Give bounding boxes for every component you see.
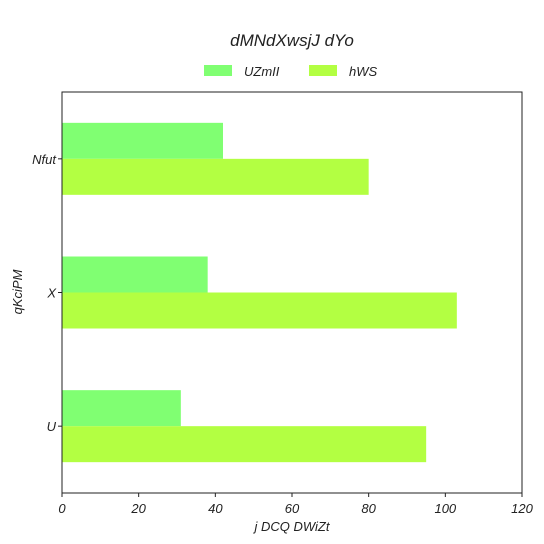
- legend-label-series-1: UZmII: [244, 64, 280, 79]
- bar-u-series-2: [62, 426, 427, 463]
- bar-u-series-1: [62, 390, 181, 427]
- y-axis-label: qKciPM: [10, 269, 25, 314]
- x-tick-label: 80: [361, 501, 376, 516]
- y-tick-label: Nfut: [32, 152, 57, 167]
- bar-nfut-series-1: [62, 122, 223, 159]
- legend: UZmII hWS: [204, 64, 378, 79]
- bar-x-series-1: [62, 256, 208, 293]
- x-tick-label: 0: [58, 501, 66, 516]
- legend-swatch-series-2: [309, 65, 337, 76]
- y-tick-label: X: [46, 286, 57, 301]
- legend-swatch-series-1: [204, 65, 232, 76]
- legend-label-series-2: hWS: [349, 64, 378, 79]
- x-axis-label: j DCQ DWiZt: [253, 519, 331, 534]
- x-tick-label: 60: [285, 501, 300, 516]
- bar-nfut-series-2: [62, 158, 369, 195]
- x-axis-ticks: 0 20 40 60 80 100 120: [58, 493, 534, 516]
- bars-group: [62, 122, 457, 463]
- x-tick-label: 100: [434, 501, 456, 516]
- x-tick-label: 40: [208, 501, 223, 516]
- y-tick-label: U: [47, 419, 57, 434]
- chart-title: dMNdXwsjJ dYo: [230, 31, 354, 50]
- x-tick-label: 20: [130, 501, 146, 516]
- x-tick-label: 120: [511, 501, 533, 516]
- bar-x-series-2: [62, 292, 457, 329]
- y-axis-categories: Nfut X U: [32, 152, 62, 434]
